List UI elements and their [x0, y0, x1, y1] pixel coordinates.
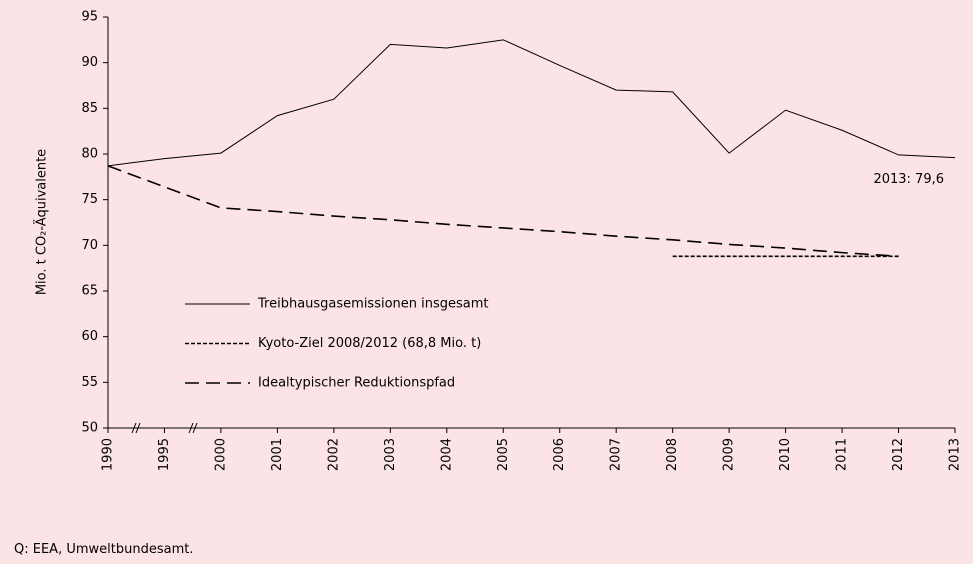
x-tick-label: 2001 [270, 438, 285, 471]
y-axis-label: Mio. t CO₂-Äquivalente [34, 149, 50, 295]
series-line [107, 39, 956, 167]
y-tick-label: 80 [81, 147, 98, 162]
x-tick-label: 2002 [326, 438, 341, 471]
x-tick-label: 2003 [383, 438, 398, 471]
y-tick-label: 50 [81, 421, 98, 436]
y-tick-label: 60 [81, 329, 98, 344]
x-tick-label: 2006 [552, 438, 567, 471]
x-tick-label: 2010 [778, 438, 793, 471]
x-tick-label: 2007 [609, 438, 624, 471]
y-tick-label: 85 [81, 101, 98, 116]
x-tick-label: 2013 [948, 438, 963, 471]
legend-label: Treibhausgasemissionen insgesamt [257, 297, 489, 312]
y-tick-label: 55 [81, 375, 98, 390]
source: Q: EEA, Umweltbundesamt. [14, 542, 193, 557]
x-tick-label: 2009 [722, 438, 737, 471]
x-tick-label: 2000 [213, 438, 228, 471]
y-tick-label: 70 [81, 238, 98, 253]
legend-label: Idealtypischer Reduktionspfad [258, 376, 455, 391]
y-tick-label: 90 [81, 55, 98, 70]
x-tick-label: 1990 [101, 438, 116, 471]
x-tick-label: 2005 [496, 438, 511, 471]
legend-label: Kyoto-Ziel 2008/2012 (68,8 Mio. t) [258, 336, 481, 351]
x-tick-label: 2012 [891, 438, 906, 471]
y-tick-label: 95 [81, 10, 98, 25]
x-tick-label: 2008 [665, 438, 680, 471]
y-tick-label: 75 [81, 192, 98, 207]
x-tick-label: 2011 [835, 438, 850, 471]
x-tick-label: 2004 [439, 438, 454, 471]
annotation: 2013: 79,6 [873, 172, 944, 187]
y-tick-label: 65 [81, 284, 98, 299]
series-line [107, 165, 899, 258]
x-tick-label: 1995 [157, 438, 172, 471]
